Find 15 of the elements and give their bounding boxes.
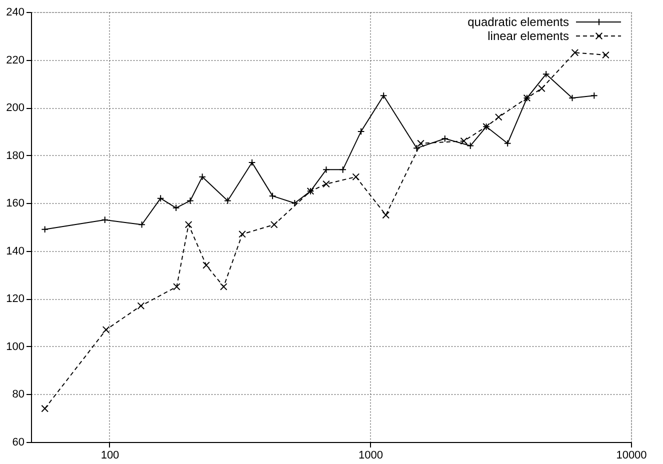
y-tick-label: 240 xyxy=(6,6,24,18)
y-tick-label: 60 xyxy=(12,436,24,448)
y-tick-label: 140 xyxy=(6,245,24,258)
y-tick-label: 220 xyxy=(6,54,24,66)
y-tick-label: 180 xyxy=(6,150,24,162)
y-tick-label: 200 xyxy=(6,102,24,114)
x-tick-label: 1000 xyxy=(358,450,383,462)
y-tick-label: 80 xyxy=(12,388,24,401)
legend-label: linear elements xyxy=(488,29,569,43)
y-tick-label: 100 xyxy=(6,340,24,353)
x-tick-label: 10000 xyxy=(616,450,647,462)
y-tick-label: 120 xyxy=(6,293,24,306)
x-tick-label: 100 xyxy=(100,450,120,462)
y-tick-label: 160 xyxy=(6,198,24,210)
legend-label: quadratic elements xyxy=(468,15,569,29)
